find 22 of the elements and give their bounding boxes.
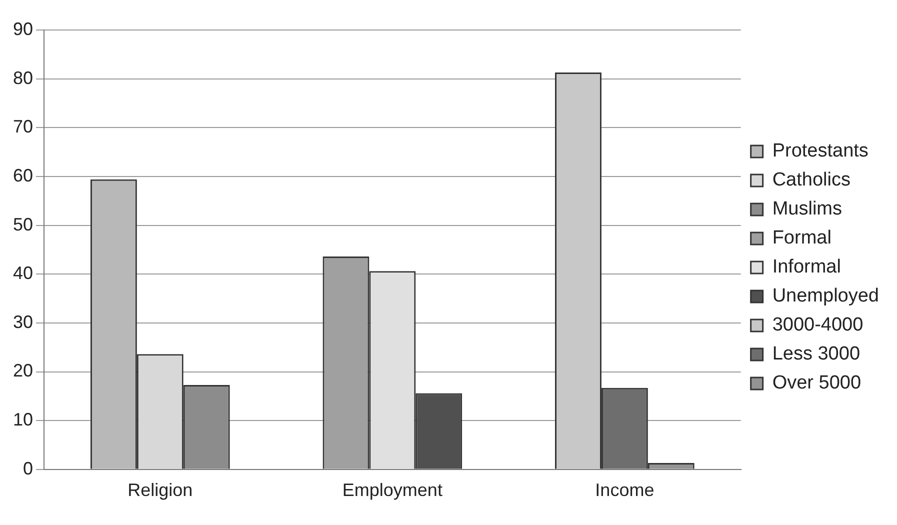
legend-label: Formal — [772, 228, 832, 249]
y-tick-label: 0 — [23, 458, 34, 478]
y-tick-label: 50 — [12, 214, 34, 234]
legend-label: Muslims — [772, 198, 842, 220]
y-tick-label: 20 — [12, 360, 34, 381]
legend-label: Informal — [772, 256, 841, 278]
legend-label: Catholics — [772, 170, 850, 191]
legend-label: Less 3000 — [772, 344, 860, 365]
legend-label: Protestants — [772, 140, 868, 162]
y-tick-label: 90 — [12, 18, 34, 39]
legend-label: Over 5000 — [772, 372, 862, 394]
y-tick-label: 80 — [12, 68, 34, 88]
y-tick-label: 10 — [12, 410, 34, 430]
x-tick-label: Income — [595, 480, 654, 500]
y-tick-label: 30 — [12, 312, 34, 332]
x-tick-label: Religion — [128, 480, 193, 500]
legend-label: Unemployed — [772, 286, 879, 307]
y-tick-label: 40 — [12, 263, 34, 284]
y-tick-label: 60 — [12, 165, 34, 186]
y-tick-label: 70 — [12, 116, 34, 137]
legend-label: 3000-4000 — [772, 314, 864, 336]
x-tick-label: Employment — [342, 480, 442, 500]
